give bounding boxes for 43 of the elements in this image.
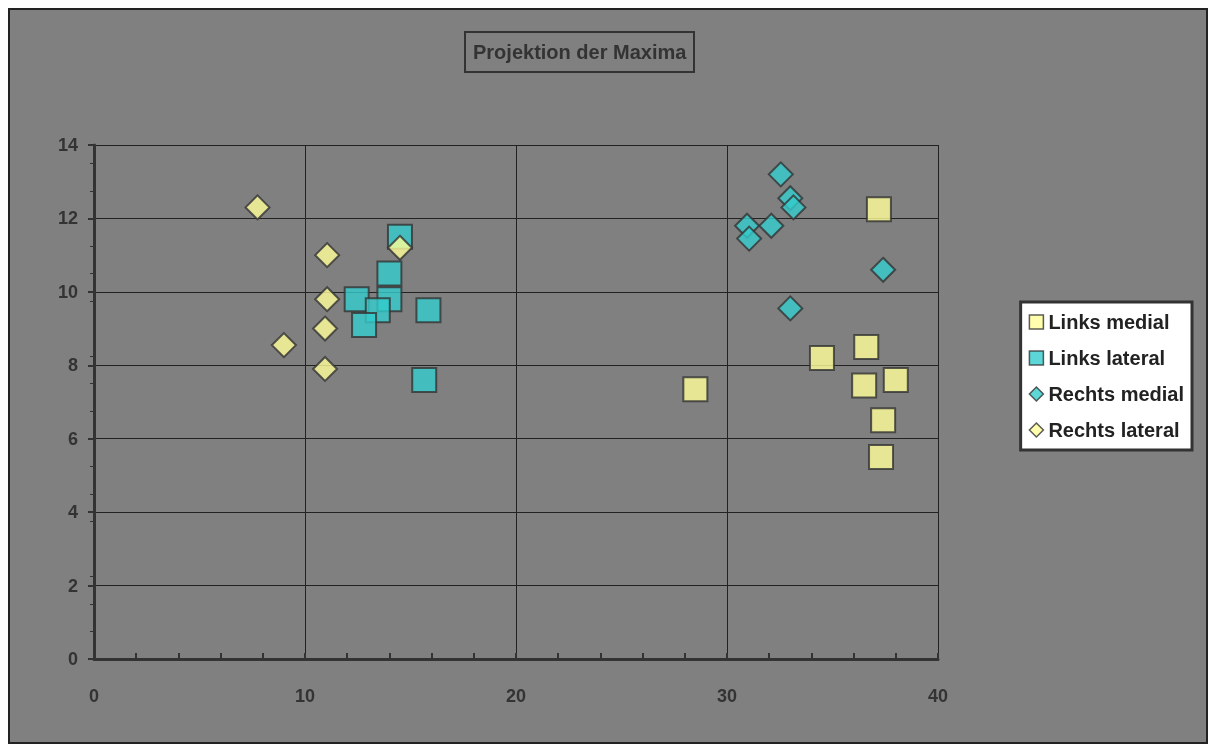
- x-tick-label: 20: [505, 686, 527, 706]
- point: [314, 286, 341, 313]
- point: [312, 355, 339, 382]
- point: [312, 315, 339, 342]
- y-tick-label: 10: [57, 281, 78, 302]
- legend-label: Links lateral: [1048, 347, 1166, 369]
- legend-label: Links medial: [1048, 311, 1170, 333]
- point: [808, 344, 835, 371]
- point: [314, 242, 341, 269]
- x-tick-label: 0: [88, 686, 100, 706]
- y-tick-label: 4: [67, 502, 78, 523]
- point: [870, 256, 897, 283]
- y-tick-label: 12: [57, 208, 78, 229]
- point: [411, 366, 438, 393]
- x-tick-label: 40: [927, 686, 949, 706]
- x-tick-label: 10: [294, 686, 316, 706]
- y-tick-label: 6: [67, 428, 78, 449]
- point: [777, 295, 804, 322]
- point: [415, 297, 442, 324]
- legend-label: Rechts medial: [1048, 383, 1184, 405]
- chart-title: Projektion der Maxima: [473, 41, 688, 63]
- point: [376, 260, 403, 287]
- point: [868, 444, 895, 471]
- point: [882, 366, 909, 393]
- point: [244, 194, 271, 221]
- x-tick-label: 30: [716, 686, 738, 706]
- point: [758, 212, 785, 239]
- point: [870, 407, 897, 434]
- y-tick-label: 2: [67, 575, 78, 596]
- point: [270, 332, 297, 359]
- point: [736, 225, 763, 252]
- point: [865, 196, 892, 223]
- point: [682, 376, 709, 403]
- y-tick-label: 8: [67, 355, 78, 376]
- point: [851, 372, 878, 399]
- point: [351, 311, 378, 338]
- point: [386, 234, 413, 261]
- point: [767, 161, 794, 188]
- legend-label: Rechts lateral: [1048, 419, 1180, 441]
- point: [780, 194, 807, 221]
- point: [853, 333, 880, 360]
- y-tick-label: 14: [57, 135, 78, 155]
- y-tick-label: 0: [67, 649, 78, 669]
